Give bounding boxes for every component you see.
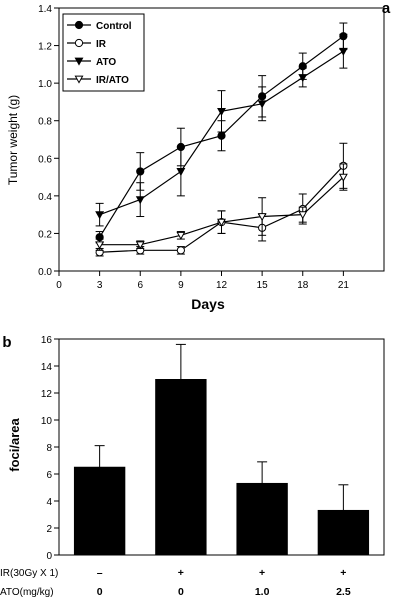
panel-a-x-tick-label: 6 [137, 280, 143, 291]
panel-b-y-tick-label: 0 [46, 551, 52, 562]
panel-b-bar-chart: b 0 2 4 6 8 10 12 14 16 IR(30Gy X 1) – + + + ATO(mg/k… [0, 334, 385, 598]
series-ir-ato-point [298, 211, 308, 220]
panel-a-x-tick-label: 3 [97, 280, 103, 291]
legend-marker-ir [74, 38, 84, 48]
panel-b-y-tick-label: 10 [41, 416, 53, 427]
series-control-point [136, 167, 145, 176]
series-ato-point [338, 47, 348, 56]
panel-a-line-chart: a 0 3 6 9 12 15 18 21 0.0 0.2 0.4 0.6 0.8 1.0 1.2 1.4 C… [6, 0, 391, 312]
panel-b-y-tick-label: 2 [46, 524, 52, 535]
panel-a-x-tick-label: 0 [56, 280, 62, 291]
series-ir-point [176, 246, 185, 255]
panel-a-label: a [382, 0, 391, 17]
panel-b-y-tick-label: 14 [41, 362, 53, 373]
panel-b-y-axis-label: foci/area [7, 417, 22, 471]
panel-a-y-tick-label: 0.4 [38, 192, 52, 203]
series-ir-ato-point [257, 213, 267, 222]
legend-marker-ir-ato [74, 75, 84, 84]
series-ir-ato-point [135, 241, 145, 250]
legend-label-ir-ato: IR/ATO [96, 75, 129, 86]
panel-b-y-tick-label: 8 [46, 443, 52, 454]
panel-b-y-tick-label: 16 [41, 335, 53, 346]
legend-label-ato: ATO [96, 57, 116, 68]
panel-a-x-tick-label: 15 [257, 280, 269, 291]
panel-a-x-tick-label: 18 [297, 280, 309, 291]
condition-value: 0 [97, 586, 103, 598]
panel-b-y-tick-label: 6 [46, 470, 52, 481]
panel-b-label: b [2, 334, 11, 351]
bar [73, 466, 126, 556]
series-ir-ato-point [217, 218, 226, 227]
panel-a-x-tick-label: 12 [216, 280, 228, 291]
legend-marker-ato [74, 57, 84, 66]
series-ato-point [135, 196, 145, 205]
panel-a-y-tick-label: 0.8 [38, 117, 52, 128]
series-ir-ato [95, 163, 348, 251]
series-ato-point [176, 168, 186, 177]
series-ato-point [95, 211, 105, 220]
condition-value: + [178, 567, 184, 579]
panel-a-y-tick-label: 1.2 [38, 42, 52, 53]
panel-a-y-axis-label: Tumor weight (g) [6, 95, 20, 185]
bar [155, 379, 207, 556]
series-ato-point [217, 107, 226, 116]
condition-row-label: IR(30Gy X 1) [0, 568, 58, 579]
condition-value: – [97, 567, 103, 579]
condition-value: 0 [178, 586, 184, 598]
series-ato-point [257, 100, 267, 109]
series-ir-ato-point [95, 241, 105, 250]
series-ir-ato-point [338, 173, 348, 182]
panel-a-y-tick-label: 0.0 [38, 267, 52, 278]
legend-marker-control [74, 20, 84, 30]
condition-value: 1.0 [255, 586, 270, 598]
series-ir-ato-point [176, 231, 186, 240]
series-control-point [217, 131, 226, 140]
panel-b-y-tick-label: 12 [41, 389, 53, 400]
condition-value: 2.5 [336, 586, 351, 598]
series-ato [95, 33, 348, 227]
legend-label-ir: IR [96, 39, 107, 50]
condition-value: + [340, 567, 346, 579]
panel-a-y-tick-label: 0.6 [38, 154, 52, 165]
series-ir [95, 142, 348, 257]
panel-a-y-tick-label: 0.2 [38, 229, 52, 240]
legend-label-control: Control [96, 21, 132, 32]
panel-a-y-tick-label: 1.4 [38, 4, 52, 15]
condition-value: + [259, 567, 265, 579]
condition-row-label: ATO(mg/kg) [0, 587, 54, 598]
bar [236, 482, 288, 556]
panel-b-y-tick-label: 4 [46, 497, 52, 508]
bar [317, 509, 370, 556]
series-ato-point [298, 74, 308, 83]
panel-a-y-tick-label: 1.0 [38, 79, 52, 90]
panel-a-x-tick-label: 21 [338, 280, 350, 291]
panel-a-x-tick-label: 9 [178, 280, 184, 291]
panel-a-x-axis-label: Days [191, 296, 225, 312]
